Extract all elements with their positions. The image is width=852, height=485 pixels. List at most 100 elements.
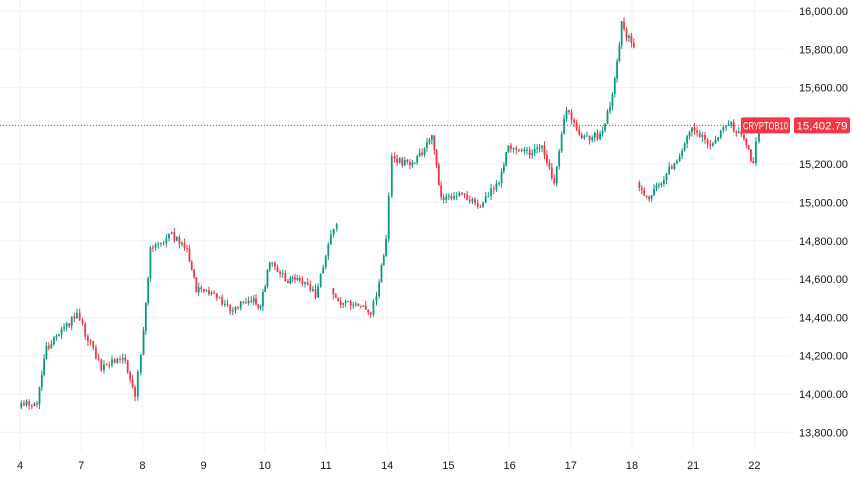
candle-body	[86, 336, 89, 342]
candle-down	[406, 158, 409, 165]
candle-down	[520, 148, 523, 153]
candle-up	[606, 108, 609, 125]
candle-down	[276, 264, 279, 273]
candle-body	[349, 301, 352, 306]
candle-down	[200, 285, 203, 293]
candle-body	[116, 358, 119, 363]
candle-body	[178, 237, 181, 244]
candle-body	[257, 304, 260, 308]
candle-body	[719, 130, 722, 138]
candle-body	[510, 145, 512, 149]
candle-down	[515, 145, 518, 155]
candle-down	[186, 244, 188, 253]
y-tick-label: 14,800.00	[799, 236, 848, 248]
candle-down	[314, 284, 317, 300]
candle-body	[698, 132, 701, 138]
candle-down	[131, 374, 134, 389]
candle-body	[640, 187, 643, 191]
candle-body	[676, 161, 678, 164]
candle-body	[97, 358, 100, 360]
time-axis[interactable]: 4 7 8 9 10 11 14 15 16 17 18 21 22	[17, 460, 761, 472]
candle-up	[403, 156, 406, 166]
candle-body	[131, 379, 134, 388]
candle-body	[92, 341, 95, 348]
candle-body	[157, 243, 160, 245]
candle-body	[599, 133, 601, 139]
candle-body	[342, 303, 345, 305]
candles	[20, 17, 760, 410]
candle-body	[691, 127, 693, 132]
candle-body	[453, 196, 455, 199]
candle-body	[586, 135, 588, 137]
candle-down	[693, 122, 696, 135]
candle-down	[550, 163, 553, 181]
candle-body	[658, 184, 660, 186]
candle-down	[298, 275, 301, 283]
candle-body	[229, 304, 232, 312]
candle-down	[709, 139, 712, 150]
candle-body	[484, 196, 487, 203]
candle-up	[613, 76, 616, 98]
candle-body	[33, 403, 36, 407]
candle-up	[426, 137, 428, 152]
candle-up	[142, 326, 145, 356]
candle-body	[119, 358, 121, 360]
candle-down	[596, 129, 599, 142]
candle-down	[466, 190, 469, 201]
candle-up	[160, 242, 162, 247]
candle-body	[463, 194, 466, 196]
candle-up	[599, 130, 601, 141]
candle-up	[737, 127, 740, 134]
candle-body	[47, 345, 50, 349]
candle-body	[543, 145, 546, 156]
candle-up	[512, 147, 515, 153]
candle-up	[291, 275, 294, 283]
candle-up	[536, 144, 539, 154]
candle-down	[648, 195, 651, 202]
candle-down	[349, 299, 352, 311]
candle-up	[663, 175, 665, 188]
candle-body	[264, 286, 267, 292]
candle-body	[108, 364, 111, 366]
candle-down	[630, 33, 633, 48]
candle-body	[502, 165, 505, 172]
candle-up	[342, 302, 345, 309]
candle-up	[719, 129, 722, 140]
candle-up	[55, 334, 58, 341]
candle-body	[650, 195, 653, 200]
candle-up	[147, 276, 150, 306]
candle-up	[681, 148, 684, 160]
candle-body	[515, 147, 518, 150]
candle-body	[568, 110, 570, 113]
candle-down	[81, 317, 84, 326]
candle-body	[580, 134, 583, 138]
candle-body	[550, 167, 553, 178]
candle-body	[186, 248, 188, 250]
candle-body	[495, 183, 498, 190]
candle-down	[698, 130, 701, 138]
price-axis[interactable]: 16,000.0015,800.0015,600.0015,400.0015,2…	[799, 6, 848, 439]
candle-body	[747, 145, 750, 150]
candle-up	[116, 357, 119, 364]
candle-up	[691, 127, 693, 137]
candle-body	[490, 188, 492, 196]
candle-down	[461, 192, 463, 196]
candle-down	[183, 238, 186, 251]
candle-down	[255, 294, 257, 306]
candle-body	[442, 197, 445, 201]
candle-body	[620, 21, 623, 46]
candle-body	[250, 300, 253, 302]
candle-up	[526, 146, 528, 155]
candle-down	[568, 109, 570, 115]
candle-down	[242, 300, 245, 305]
candle-body	[78, 312, 81, 321]
candle-body	[645, 195, 648, 197]
candle-down	[369, 311, 372, 319]
candle-down	[468, 195, 471, 204]
candle-down	[250, 296, 253, 304]
candle-body	[58, 334, 60, 337]
candle-up	[296, 275, 299, 282]
candle-body	[237, 307, 240, 309]
